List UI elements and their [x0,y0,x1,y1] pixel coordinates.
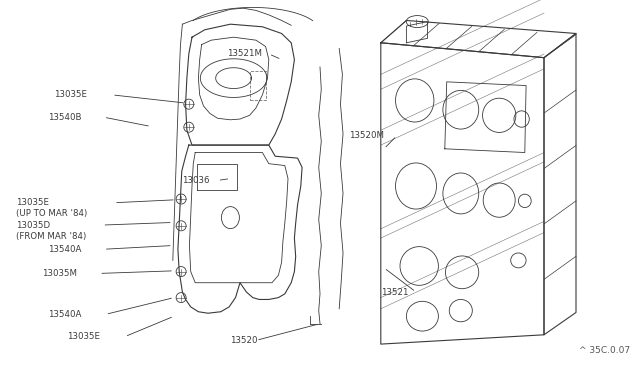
Text: 13521: 13521 [381,288,408,296]
Text: 13521M: 13521M [227,49,262,58]
Text: (UP TO MAR '84): (UP TO MAR '84) [16,209,87,218]
Text: 13540B: 13540B [48,113,81,122]
Text: 13540A: 13540A [48,245,81,254]
Text: (FROM MAR '84): (FROM MAR '84) [16,232,86,241]
Text: 13035D: 13035D [16,221,50,230]
Text: ^ 35C.0.07: ^ 35C.0.07 [579,346,630,355]
Text: 13520M: 13520M [349,131,384,140]
Text: 13520: 13520 [230,336,258,345]
Text: 13035M: 13035M [42,269,77,278]
Text: 13036: 13036 [182,176,210,185]
Text: 13540A: 13540A [48,310,81,319]
Text: 13035E: 13035E [16,198,49,207]
Text: 13035E: 13035E [67,332,100,341]
Text: 13035E: 13035E [54,90,88,99]
